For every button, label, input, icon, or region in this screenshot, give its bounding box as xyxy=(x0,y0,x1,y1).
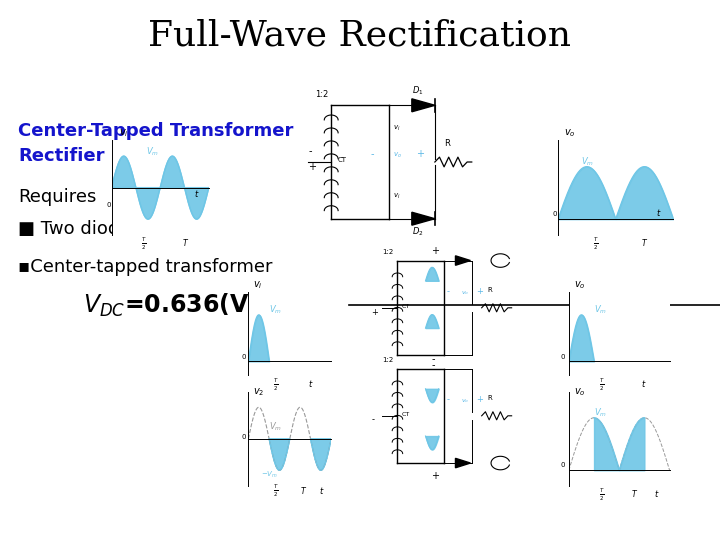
Text: $v_o$: $v_o$ xyxy=(574,279,585,291)
Polygon shape xyxy=(456,458,470,468)
Text: -: - xyxy=(431,361,435,370)
Text: 1:2: 1:2 xyxy=(382,249,394,255)
Text: $T$: $T$ xyxy=(181,237,189,248)
Text: $D_2$: $D_2$ xyxy=(412,226,423,238)
Text: +: + xyxy=(431,246,439,256)
Text: ■ Two diodes: ■ Two diodes xyxy=(18,220,140,239)
Text: $v_i$: $v_i$ xyxy=(393,192,401,201)
Text: -: - xyxy=(446,287,449,296)
Text: R: R xyxy=(487,287,492,293)
Text: +: + xyxy=(431,471,439,481)
Text: $V_m$: $V_m$ xyxy=(269,420,282,433)
Text: $\frac{T}{2}$: $\frac{T}{2}$ xyxy=(274,377,279,393)
Text: $t$: $t$ xyxy=(194,188,199,199)
Text: -: - xyxy=(431,354,435,364)
Text: $t$: $t$ xyxy=(654,488,660,500)
Text: CT: CT xyxy=(401,304,410,309)
Text: 1:2: 1:2 xyxy=(382,357,394,363)
Text: $-V_m$: $-V_m$ xyxy=(261,470,278,480)
Text: 0: 0 xyxy=(242,434,246,440)
Text: $T$: $T$ xyxy=(641,237,648,248)
Text: +: + xyxy=(476,287,483,296)
Text: $V_m$: $V_m$ xyxy=(594,406,607,418)
Text: -: - xyxy=(446,395,449,404)
Text: $v_i$: $v_i$ xyxy=(253,279,262,291)
Text: CT: CT xyxy=(401,412,410,417)
Text: $V_{DC}$=0.636(Vm): $V_{DC}$=0.636(Vm) xyxy=(83,292,283,319)
Text: -: - xyxy=(308,146,312,156)
Text: $t$: $t$ xyxy=(308,378,314,389)
Text: $T$: $T$ xyxy=(631,488,639,500)
Text: $\frac{T}{2}$: $\frac{T}{2}$ xyxy=(593,236,598,252)
Text: $v_i$: $v_i$ xyxy=(120,127,129,139)
Text: $\frac{T}{2}$: $\frac{T}{2}$ xyxy=(599,377,605,393)
Text: $v_2$: $v_2$ xyxy=(253,386,264,398)
Text: Full-Wave Rectification: Full-Wave Rectification xyxy=(148,18,572,52)
Polygon shape xyxy=(456,256,470,265)
Text: $V_m$: $V_m$ xyxy=(594,303,607,316)
Text: 0: 0 xyxy=(107,201,111,207)
Text: $\frac{T}{2}$: $\frac{T}{2}$ xyxy=(599,487,605,503)
Text: $T$: $T$ xyxy=(300,484,307,496)
Text: $V_m$: $V_m$ xyxy=(145,146,158,158)
Text: Requires: Requires xyxy=(18,188,96,206)
Polygon shape xyxy=(412,99,435,112)
Text: $v_o$: $v_o$ xyxy=(461,289,469,297)
Text: R: R xyxy=(487,395,492,401)
Text: +: + xyxy=(476,395,483,404)
Text: ▪Center-tapped transformer: ▪Center-tapped transformer xyxy=(18,258,272,276)
Text: Center-Tapped Transformer
Rectifier: Center-Tapped Transformer Rectifier xyxy=(18,122,293,165)
Text: CT: CT xyxy=(338,157,347,163)
Text: $v_i$: $v_i$ xyxy=(393,124,401,133)
Text: -: - xyxy=(372,416,374,424)
Text: $v_o$: $v_o$ xyxy=(564,127,575,139)
Text: $\frac{T}{2}$: $\frac{T}{2}$ xyxy=(141,236,146,252)
Text: 1:2: 1:2 xyxy=(315,90,328,99)
Text: $v_o$: $v_o$ xyxy=(461,397,469,405)
Text: R: R xyxy=(444,139,450,148)
Text: $V_m$: $V_m$ xyxy=(581,155,594,167)
Text: $v_o$: $v_o$ xyxy=(574,386,585,398)
Text: +: + xyxy=(372,308,378,316)
Text: +: + xyxy=(308,162,316,172)
Text: $\frac{T}{2}$: $\frac{T}{2}$ xyxy=(274,483,279,500)
Text: 0: 0 xyxy=(552,211,557,217)
Polygon shape xyxy=(412,212,435,225)
Text: $t$: $t$ xyxy=(656,207,662,218)
Text: $t$: $t$ xyxy=(642,378,647,389)
Text: $t$: $t$ xyxy=(319,484,324,496)
Text: 0: 0 xyxy=(242,354,246,360)
Text: -: - xyxy=(370,149,374,159)
Text: $V_m$: $V_m$ xyxy=(269,303,282,316)
Text: +: + xyxy=(416,149,425,159)
Text: 0: 0 xyxy=(561,462,565,468)
Text: 0: 0 xyxy=(561,354,565,360)
Text: $v_o$: $v_o$ xyxy=(393,151,402,160)
Text: $D_1$: $D_1$ xyxy=(412,85,423,97)
